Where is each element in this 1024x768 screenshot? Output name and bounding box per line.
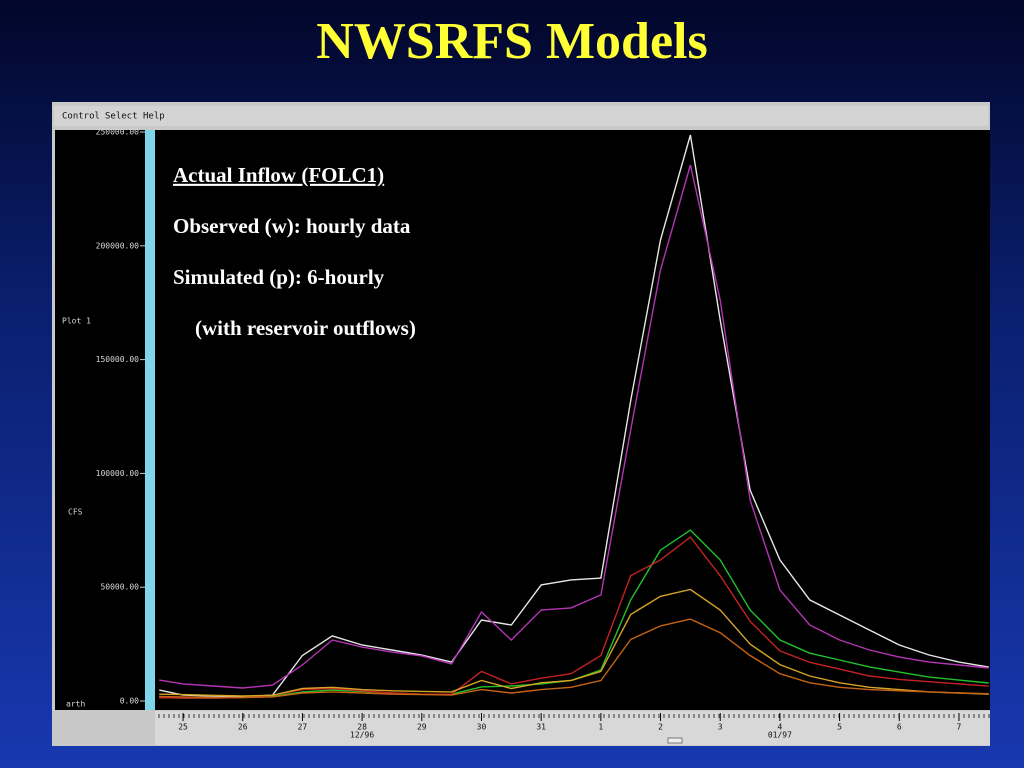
time-axis-strip — [155, 711, 990, 745]
x-tick-label: 6 — [897, 723, 902, 732]
y-tick-label: 150000.00 — [96, 355, 140, 364]
slide-title: NWSRFS Models — [316, 13, 707, 70]
x-tick-label: 2 — [658, 723, 663, 732]
side-label: CFS — [68, 508, 83, 517]
side-panel — [55, 130, 145, 710]
series-line — [159, 164, 989, 689]
x-tick-label: 3 — [718, 723, 723, 732]
side-label: arth — [66, 700, 85, 709]
series-line — [159, 134, 989, 698]
menu-bar — [54, 106, 988, 126]
x-tick-label: 1 — [598, 723, 603, 732]
x-tick-label: 31 — [536, 723, 546, 732]
x-tick-label: 25 — [178, 723, 188, 732]
side-label: Plot 1 — [62, 317, 91, 326]
annotation: Observed (w): hourly data — [173, 214, 411, 238]
menu-item[interactable]: Help — [143, 112, 165, 122]
series-line — [159, 536, 989, 699]
x-tick-label: 4 — [777, 723, 782, 732]
x-tick-label: 29 — [417, 723, 427, 732]
plot-area — [155, 130, 990, 710]
y-tick-label: 250000.00 — [96, 128, 140, 137]
annotation: Simulated (p): 6-hourly — [173, 265, 385, 289]
x-tick-label: 26 — [238, 723, 248, 732]
date-label: 01/97 — [768, 731, 792, 740]
x-tick-label: 28 — [357, 723, 367, 732]
y-tick-label: 0.00 — [120, 697, 139, 706]
annotation: Actual Inflow (FOLC1) — [173, 163, 384, 187]
annotation: (with reservoir outflows) — [195, 316, 416, 340]
x-tick-label: 7 — [957, 723, 962, 732]
x-tick-label: 5 — [837, 723, 842, 732]
menu-item[interactable]: Select — [105, 112, 138, 122]
y-tick-label: 100000.00 — [96, 469, 140, 478]
scroll-thumb[interactable] — [667, 737, 683, 744]
x-tick-label: 27 — [298, 723, 308, 732]
date-label: 12/96 — [350, 731, 374, 740]
series-line — [159, 588, 989, 697]
series-line — [159, 618, 989, 699]
y-tick-label: 200000.00 — [96, 241, 140, 250]
y-tick-label: 50000.00 — [100, 583, 139, 592]
x-tick-label: 30 — [477, 723, 487, 732]
side-bar — [145, 130, 155, 710]
menu-item[interactable]: Control — [62, 112, 100, 122]
